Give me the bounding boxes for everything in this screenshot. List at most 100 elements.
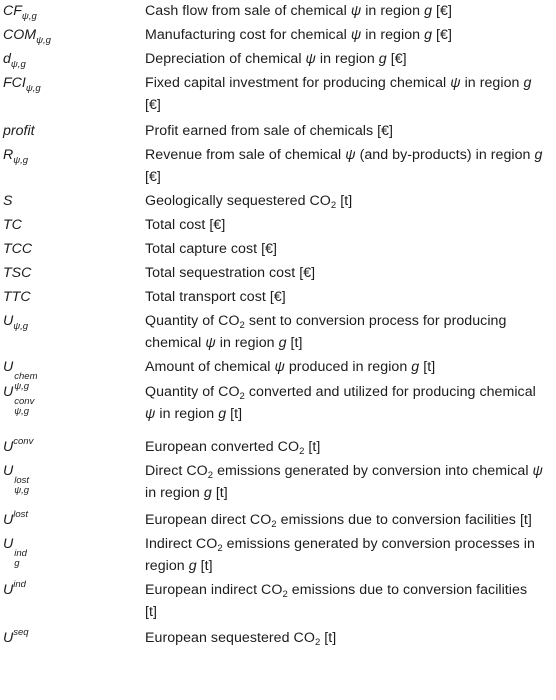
- symbol: Uψ,g: [3, 310, 28, 332]
- description-variable: g: [278, 335, 287, 351]
- symbol: Uconv: [3, 436, 33, 460]
- description-text: Profit earned from sale of chemicals [€]: [145, 123, 394, 139]
- symbol-base: TC: [3, 217, 22, 233]
- symbol: TCC: [3, 238, 32, 260]
- description-variable: g: [424, 27, 433, 43]
- symbol-subscript: ψ,g: [14, 406, 30, 417]
- symbol-base: TSC: [3, 265, 32, 281]
- description-text: emissions due to conversion facilities […: [276, 512, 532, 528]
- symbol-base: TTC: [3, 289, 31, 305]
- description: Total capture cost [€]: [145, 238, 551, 260]
- description-subscript: 2: [239, 320, 245, 331]
- description-text: converted and utilized for producing che…: [244, 384, 536, 400]
- description-text: [€]: [145, 97, 161, 113]
- symbol: TTC: [3, 286, 31, 308]
- description-text: [t]: [226, 406, 243, 422]
- description-subscript: 2: [330, 200, 337, 211]
- description-variable: ψ: [450, 75, 461, 91]
- symbol-superscript: ind: [13, 579, 26, 590]
- description-text: emissions due to conversion facilities […: [145, 582, 528, 620]
- symbol: CFψ,g: [3, 0, 37, 22]
- description-text: in region: [361, 27, 425, 43]
- description-text: Fixed capital investment for producing c…: [145, 75, 451, 91]
- symbol-subscript: ψ,g: [25, 83, 41, 94]
- description-text: Indirect CO: [145, 536, 218, 552]
- description: Total cost [€]: [145, 214, 551, 236]
- description-text: Manufacturing cost for chemical: [145, 27, 351, 43]
- symbol-superscript: conv: [13, 436, 34, 447]
- symbol-base: CF: [3, 3, 22, 19]
- description-subscript: 2: [207, 470, 214, 481]
- description: European converted CO2 [t]: [145, 436, 551, 458]
- description-text: produced in region: [284, 359, 412, 375]
- symbol-scripts: conv ψ,g: [14, 397, 34, 417]
- description-text: European converted CO: [145, 439, 300, 455]
- description: Manufacturing cost for chemical ψ in reg…: [145, 24, 551, 46]
- symbol-base: U: [3, 359, 14, 375]
- symbol-subscript: ψ,g: [14, 381, 30, 392]
- description-text: Total cost [€]: [145, 217, 226, 233]
- description-variable: g: [424, 3, 433, 19]
- description-text: in region: [315, 51, 379, 67]
- description-variable: ψ: [345, 147, 356, 163]
- description-text: [t]: [286, 335, 303, 351]
- symbol: FCIψ,g: [3, 72, 41, 94]
- description-variable: g: [411, 359, 420, 375]
- description-variable: ψ: [350, 27, 362, 43]
- description: European direct CO2 emissions due to con…: [145, 509, 556, 531]
- symbol-subscript: ψ,g: [36, 35, 51, 46]
- symbol-scripts: lost ψ,g: [14, 476, 29, 496]
- description-text: emissions generated by conversion proces…: [145, 536, 535, 574]
- description-text: European indirect CO: [145, 582, 283, 598]
- description-text: Geologically sequestered CO: [145, 193, 331, 209]
- description-text: sent to conversion process for producing…: [145, 313, 507, 351]
- description-variable: g: [203, 485, 212, 501]
- symbol-superscript: chem: [14, 371, 38, 382]
- symbol: Ulost: [3, 509, 28, 533]
- symbol: TSC: [3, 262, 31, 284]
- description-text: in region: [155, 406, 219, 422]
- description: Depreciation of chemical ψ in region g […: [145, 48, 551, 70]
- symbol-superscript: lost: [13, 509, 29, 520]
- description-text: [€]: [145, 169, 161, 185]
- description-text: [t]: [304, 439, 321, 455]
- symbol-subscript: ψ,g: [13, 155, 29, 166]
- description-text: in region: [215, 335, 279, 351]
- description-text: Total capture cost [€]: [145, 241, 278, 257]
- symbol-subscript: ψ,g: [13, 321, 29, 332]
- symbol-base: U: [3, 439, 14, 455]
- symbol: S: [3, 190, 12, 212]
- description-variable: ψ: [532, 463, 543, 479]
- description-text: in region: [361, 3, 425, 19]
- description-text: in region: [145, 485, 204, 501]
- description-text: emissions generated by conversion into c…: [213, 463, 533, 479]
- symbol-scripts: chem ψ,g: [14, 372, 37, 392]
- description-variable: ψ: [274, 359, 285, 375]
- symbol-base: U: [3, 512, 14, 528]
- symbol-base: R: [3, 147, 14, 163]
- symbol-base: profit: [3, 123, 35, 139]
- description-variable: ψ: [145, 406, 156, 422]
- description-text: Cash flow from sale of chemical: [145, 3, 351, 19]
- symbol-base: U: [3, 582, 14, 598]
- description: Total transport cost [€]: [145, 286, 551, 308]
- description: Direct CO2 emissions generated by conver…: [145, 460, 555, 504]
- description: Amount of chemical ψ produced in region …: [145, 356, 551, 378]
- description-variable: g: [378, 51, 387, 67]
- description: European indirect CO2 emissions due to c…: [145, 579, 540, 623]
- symbol-superscript: seq: [13, 627, 29, 638]
- description-text: Total transport cost [€]: [145, 289, 286, 305]
- description-text: Amount of chemical: [145, 359, 275, 375]
- symbol-superscript: conv: [14, 396, 35, 407]
- description: Total sequestration cost [€]: [145, 262, 551, 284]
- description-subscript: 2: [299, 446, 305, 457]
- description-text: [t]: [196, 558, 213, 574]
- description-text: [t]: [419, 359, 436, 375]
- symbol-base: U: [3, 536, 14, 552]
- description-text: (and by-products) in region: [355, 147, 535, 163]
- symbol-base: FCI: [3, 75, 26, 91]
- description: Fixed capital investment for producing c…: [145, 72, 543, 116]
